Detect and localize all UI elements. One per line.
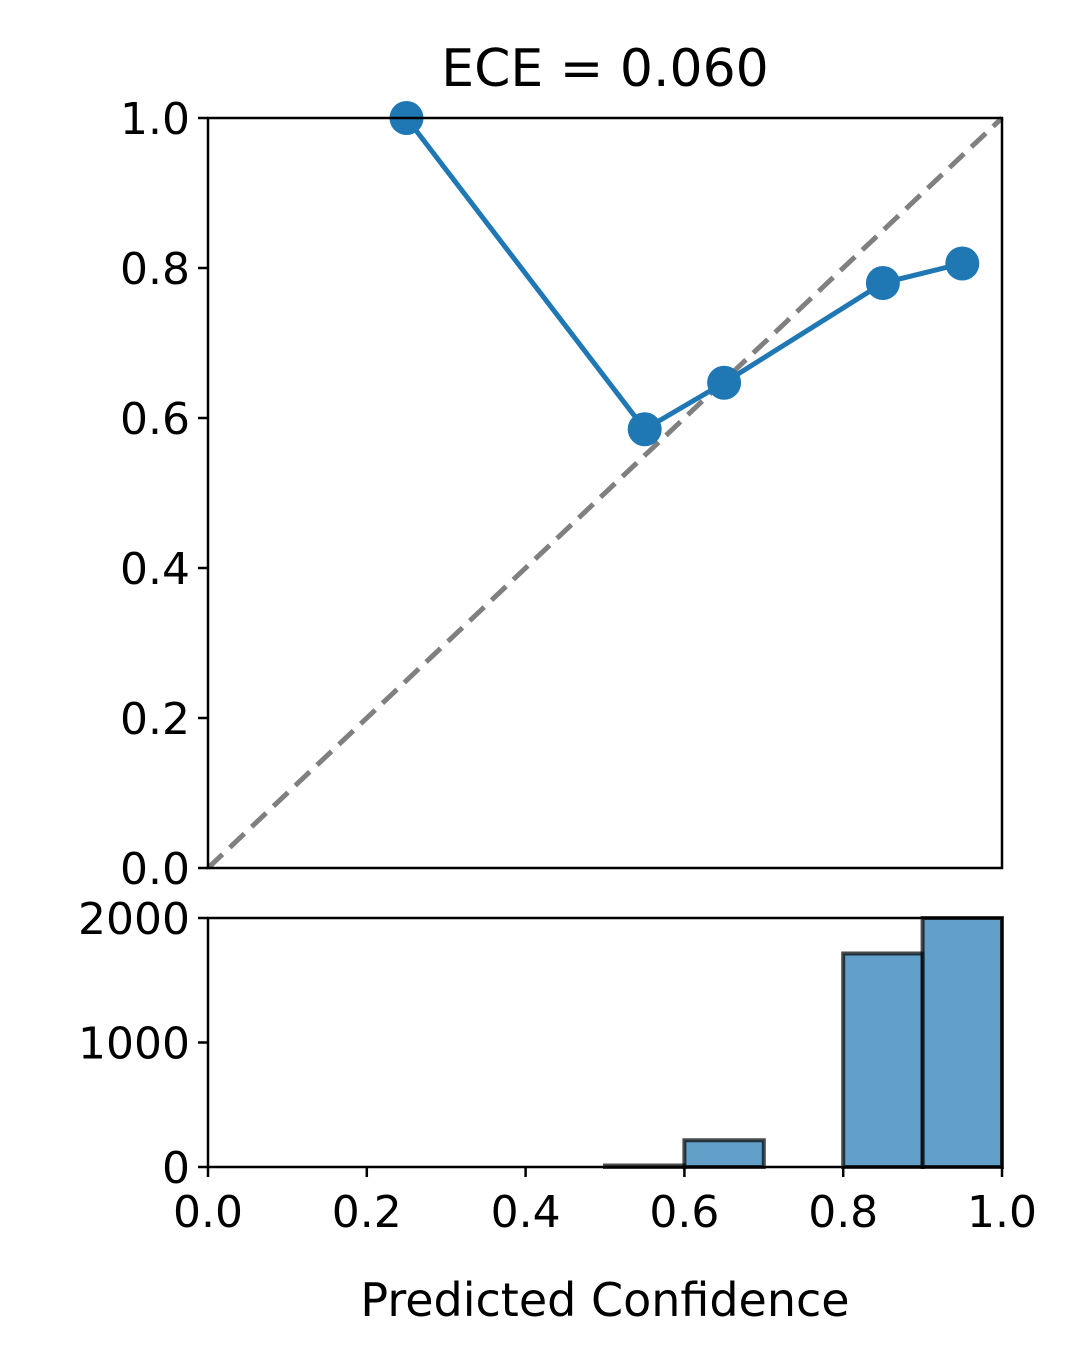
x-tick-label: 0.6 (649, 1187, 719, 1238)
y-tick-label: 0.2 (120, 694, 190, 745)
calibration-point (707, 365, 742, 400)
calibration-point (865, 266, 900, 300)
x-tick-label: 0.2 (332, 1187, 402, 1238)
perfect-calibration-line (206, 116, 1004, 870)
y-tick-label: 1.0 (120, 94, 190, 145)
y-tick-label: 0.8 (120, 244, 190, 295)
histogram-bar (682, 1138, 766, 1170)
histogram-bar (920, 916, 1004, 1169)
histogram-bar (841, 951, 925, 1169)
y-tick-label: 2000 (78, 894, 190, 945)
y-tick-label: 1000 (78, 1019, 190, 1070)
histogram-y-ticks: 0 1000 2000 (78, 894, 208, 1194)
x-tick-label: 0.0 (173, 1187, 243, 1238)
y-tick-label: 0.0 (120, 844, 190, 895)
reliability-axes-frame (206, 116, 1004, 870)
calibration-point (945, 246, 980, 281)
x-axis-label: Predicted Confidence (360, 1273, 849, 1327)
y-tick-label: 0.6 (120, 394, 190, 445)
histogram-x-ticks: 0.0 0.2 0.4 0.6 0.8 1.0 (173, 1167, 1037, 1238)
calibration-series (389, 101, 980, 447)
reliability-y-ticks: 0.0 0.2 0.4 0.6 0.8 1.0 (120, 94, 208, 895)
reliability-panel: ECE = 0.060 0.0 0.2 0.4 0.6 0.8 1.0 (120, 39, 1004, 895)
x-tick-label: 1.0 (967, 1187, 1037, 1238)
y-tick-label: 0.4 (120, 544, 190, 595)
histogram-bars (603, 916, 1004, 1170)
x-tick-label: 0.8 (808, 1187, 878, 1238)
chart-title: ECE = 0.060 (441, 39, 769, 99)
reference-diagonal (206, 116, 1004, 870)
histogram-panel: 0 1000 2000 0.0 0.2 0.4 0.6 0.8 1.0 Predicted C… (78, 894, 1037, 1327)
calibration-point (627, 412, 662, 447)
y-tick-label: 0 (162, 1143, 190, 1194)
x-tick-label: 0.4 (491, 1187, 561, 1238)
